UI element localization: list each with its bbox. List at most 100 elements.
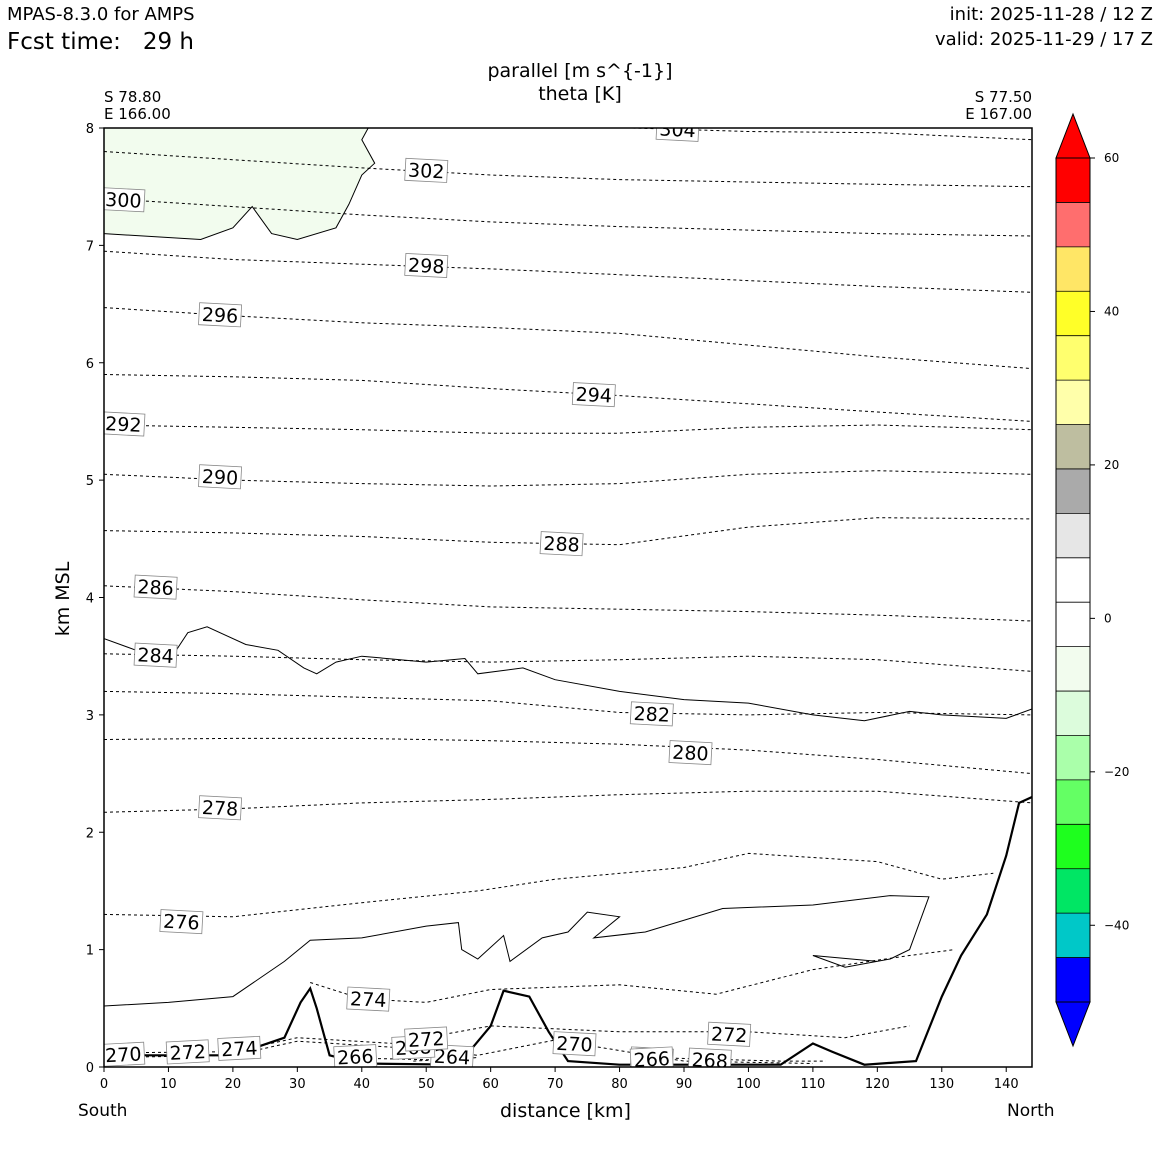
theta-label-extra-6-text: 266 <box>633 1048 670 1072</box>
left-endpoint-lon: E 166.00 <box>104 105 171 123</box>
theta-label-extra-1-text: 272 <box>169 1041 206 1065</box>
x-end-label: North <box>1007 1101 1055 1121</box>
colorbar-bin-2 <box>1056 246 1090 292</box>
y-tick-label-7: 7 <box>86 239 94 254</box>
colorbar-bin-1 <box>1056 202 1090 248</box>
plot-frame <box>103 127 1033 1068</box>
theta-label-extra-2: 274 <box>217 1035 262 1061</box>
colorbar-bin-5 <box>1056 380 1090 425</box>
y-tick-label-8: 8 <box>86 122 94 137</box>
theta-label-298-text: 298 <box>408 255 445 279</box>
theta-label-298: 298 <box>404 252 449 279</box>
x-tick-label-120: 120 <box>865 1077 890 1092</box>
colorbar-bin-10 <box>1056 602 1090 647</box>
theta-label-274-box <box>346 986 391 1012</box>
terrain-profile <box>104 795 1032 1066</box>
theta-label-298-box <box>404 252 449 279</box>
colorbar-tick-label-0: 60 <box>1104 151 1119 165</box>
theta-label-extra-0: 270 <box>104 1041 146 1067</box>
x-start-label: South <box>78 1101 128 1121</box>
theta-label-294-box <box>571 382 616 408</box>
theta-label-290-text: 290 <box>201 466 238 490</box>
theta-label-296-text: 296 <box>201 304 238 328</box>
theta-label-274: 274 <box>346 986 391 1012</box>
theta-contour-290 <box>104 470 1032 487</box>
y-tick-label-4: 4 <box>86 592 94 607</box>
theta-label-300-text: 300 <box>105 189 142 213</box>
y-tick-label-3: 3 <box>86 709 94 724</box>
x-tick-label-20: 20 <box>225 1077 242 1092</box>
x-tick-label-110: 110 <box>800 1077 825 1092</box>
theta-label-284: 284 <box>133 642 178 668</box>
theta-contour-284 <box>104 653 1032 672</box>
theta-label-292: 292 <box>104 411 146 437</box>
theta-label-extra-2-text: 274 <box>221 1037 258 1061</box>
theta-label-288-text: 288 <box>543 533 580 557</box>
theta-label-296: 296 <box>198 302 243 328</box>
theta-label-286-text: 286 <box>137 576 174 600</box>
x-tick-label-130: 130 <box>929 1077 954 1092</box>
y-tick-label-2: 2 <box>86 826 94 841</box>
theta-label-extra-2-box <box>217 1035 262 1061</box>
y-tick-label-0: 0 <box>86 1061 94 1076</box>
theta-contour-300 <box>104 197 1032 237</box>
init-time: init: 2025-11-28 / 12 Z <box>949 4 1153 25</box>
theta-label-300-box <box>104 187 146 213</box>
y-tick-label-1: 1 <box>86 944 94 959</box>
left-endpoint: S 78.80 E 166.00 <box>104 89 171 123</box>
theta-label-extra-0-box <box>104 1041 146 1067</box>
theta-label-300: 300 <box>104 187 146 213</box>
theta-label-extra-1: 272 <box>165 1039 210 1065</box>
colorbar-bin-4 <box>1056 335 1090 381</box>
theta-label-302-text: 302 <box>408 159 445 183</box>
theta-label-264-text: 264 <box>433 1046 470 1070</box>
theta-label-294: 294 <box>571 382 616 408</box>
theta-label-extra-1-box <box>165 1039 210 1065</box>
theta-contour-294 <box>104 374 1032 422</box>
colorbar-bin-7 <box>1056 468 1090 514</box>
theta-label-290: 290 <box>198 464 243 490</box>
right-endpoint-lat: S 77.50 <box>974 88 1032 106</box>
theta-label-284-text: 284 <box>137 644 174 668</box>
x-tick-label-30: 30 <box>289 1077 306 1092</box>
colorbar-bin-0 <box>1056 158 1090 203</box>
colorbar-bin-13 <box>1056 735 1090 781</box>
theta-label-274-text: 274 <box>350 988 387 1012</box>
right-endpoint-lon: E 167.00 <box>965 105 1032 123</box>
left-endpoint-lat: S 78.80 <box>104 88 162 106</box>
theta-contour-286 <box>104 585 1032 622</box>
colorbar-bin-3 <box>1056 291 1090 336</box>
x-tick-label-50: 50 <box>418 1077 435 1092</box>
theta-label-extra-6-box <box>629 1046 674 1067</box>
theta-label-278-text: 278 <box>201 797 238 821</box>
theta-label-294-text: 294 <box>575 384 612 408</box>
theta-contour-268 <box>651 1057 826 1062</box>
theta-label-282-box <box>629 701 674 727</box>
theta-label-286-box <box>133 574 178 600</box>
theta-label-288-box <box>539 531 584 557</box>
theta-contour-292 <box>104 424 1032 434</box>
wind-contour-0 <box>104 128 376 241</box>
theta-label-280-box <box>668 740 713 766</box>
theta-label-270-box <box>552 1031 597 1057</box>
model-name: MPAS-8.3.0 for AMPS <box>7 4 195 25</box>
y-tick-label-5: 5 <box>86 474 94 489</box>
theta-label-288: 288 <box>539 531 584 557</box>
colorbar-bin-11 <box>1056 646 1090 692</box>
theta-label-268-text: 268 <box>691 1049 728 1073</box>
theta-label-268: 268 <box>687 1047 732 1073</box>
theta-label-282: 282 <box>629 701 674 727</box>
theta-label-276-box <box>159 909 204 935</box>
forecast-time: Fcst time: 29 h <box>7 29 194 55</box>
theta-label-302: 302 <box>404 157 449 183</box>
forecast-time-label: Fcst time: <box>7 29 121 55</box>
theta-contour-276 <box>104 852 994 918</box>
theta-label-264: 264 <box>430 1044 475 1070</box>
theta-contour-296 <box>104 307 1032 370</box>
theta-label-276-text: 276 <box>163 911 200 935</box>
theta-contour-302 <box>104 151 1032 188</box>
x-tick-label-80: 80 <box>611 1077 628 1092</box>
colorbar-frame <box>1055 157 1091 1003</box>
colorbar-tick-label-5: −40 <box>1104 918 1129 932</box>
